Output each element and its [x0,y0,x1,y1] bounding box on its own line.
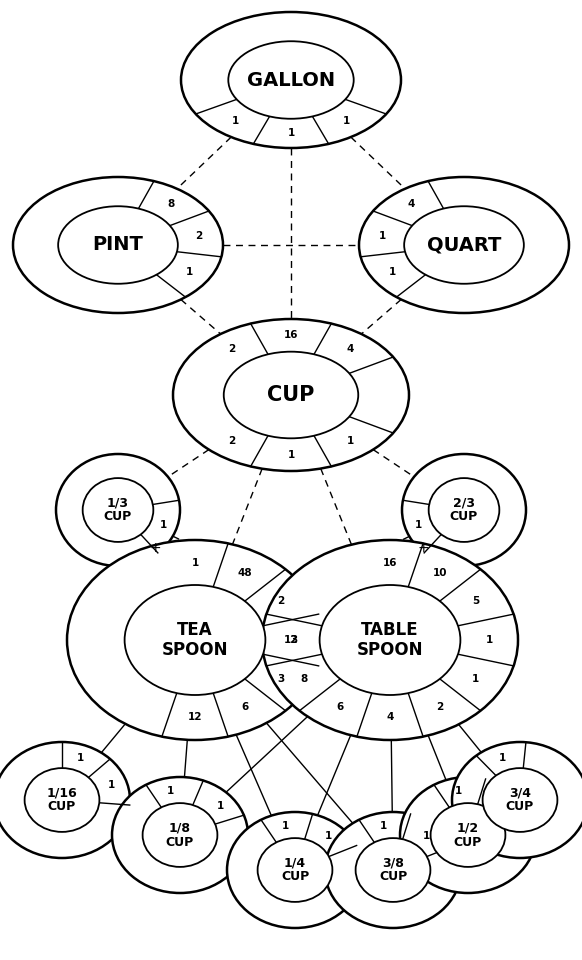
Text: 10: 10 [432,568,447,578]
Text: 5: 5 [472,596,480,607]
Ellipse shape [258,838,332,901]
Text: 1: 1 [423,830,431,841]
Ellipse shape [67,540,323,740]
Ellipse shape [429,478,499,541]
Text: 1: 1 [325,830,332,841]
Text: 1: 1 [485,635,493,645]
Text: +: + [417,541,429,555]
Text: 1: 1 [380,821,388,830]
Text: 2: 2 [436,702,443,712]
Text: 8: 8 [300,674,308,684]
Text: 8: 8 [168,199,175,209]
Text: 16: 16 [383,558,398,567]
Text: 1: 1 [108,780,115,790]
Text: 1/4
CUP: 1/4 CUP [281,856,309,883]
Text: 1: 1 [217,801,224,811]
Text: PINT: PINT [93,235,143,254]
Text: 6: 6 [241,702,249,712]
Text: 1: 1 [379,230,386,241]
Ellipse shape [223,351,359,439]
Text: 1: 1 [167,785,175,796]
Ellipse shape [482,768,558,832]
Text: 4: 4 [386,712,393,723]
Text: 1: 1 [186,267,193,276]
Text: 2/3
CUP: 2/3 CUP [450,496,478,523]
Ellipse shape [400,777,536,893]
Text: 1: 1 [347,436,354,445]
Text: 1: 1 [498,753,506,763]
Text: 1/2
CUP: 1/2 CUP [454,822,482,849]
Text: 2: 2 [277,596,285,607]
Ellipse shape [404,206,524,284]
Ellipse shape [359,177,569,313]
Ellipse shape [0,742,130,858]
Text: 1/16
CUP: 1/16 CUP [47,786,77,813]
Ellipse shape [262,540,518,740]
Text: 1: 1 [282,821,289,830]
Text: 1: 1 [343,116,350,126]
Ellipse shape [143,804,218,867]
Text: 1/3
CUP: 1/3 CUP [104,496,132,523]
Ellipse shape [173,319,409,471]
Ellipse shape [181,12,401,148]
Text: QUART: QUART [427,235,501,254]
Ellipse shape [402,454,526,566]
Text: 1: 1 [472,674,480,684]
Text: 12: 12 [188,712,203,723]
Text: 2: 2 [228,436,235,445]
Text: 3: 3 [277,674,285,684]
Ellipse shape [24,768,100,832]
Ellipse shape [325,812,461,928]
Ellipse shape [452,742,582,858]
Text: 1: 1 [288,129,294,138]
Text: 1: 1 [160,520,168,530]
Text: 1: 1 [76,753,84,763]
Ellipse shape [125,585,265,695]
Ellipse shape [431,804,505,867]
Ellipse shape [56,454,180,566]
Ellipse shape [83,478,153,541]
Text: 16: 16 [284,330,298,341]
Text: CUP: CUP [267,385,315,405]
Text: 3/8
CUP: 3/8 CUP [379,856,407,883]
Text: 2: 2 [228,345,235,354]
Text: 1: 1 [232,116,239,126]
Text: 4: 4 [347,345,354,354]
Text: +: + [149,541,161,555]
Text: TEA
SPOON: TEA SPOON [162,621,228,659]
Text: 1: 1 [389,267,396,276]
Text: 3: 3 [290,635,298,645]
Text: 1: 1 [414,520,422,530]
Text: 12: 12 [283,635,298,645]
Text: 6: 6 [337,702,344,712]
Ellipse shape [228,41,354,119]
Ellipse shape [13,177,223,313]
Text: 1: 1 [288,449,294,460]
Ellipse shape [112,777,248,893]
Text: TABLE
SPOON: TABLE SPOON [357,621,423,659]
Text: 48: 48 [237,568,252,578]
Text: 2: 2 [196,230,203,241]
Text: 1: 1 [455,785,463,796]
Ellipse shape [58,206,178,284]
Text: 1/8
CUP: 1/8 CUP [166,822,194,849]
Text: 3/4
CUP: 3/4 CUP [506,786,534,813]
Ellipse shape [227,812,363,928]
Text: 1: 1 [191,558,198,567]
Ellipse shape [320,585,460,695]
Text: GALLON: GALLON [247,70,335,89]
Text: 4: 4 [407,199,415,209]
Ellipse shape [356,838,431,901]
